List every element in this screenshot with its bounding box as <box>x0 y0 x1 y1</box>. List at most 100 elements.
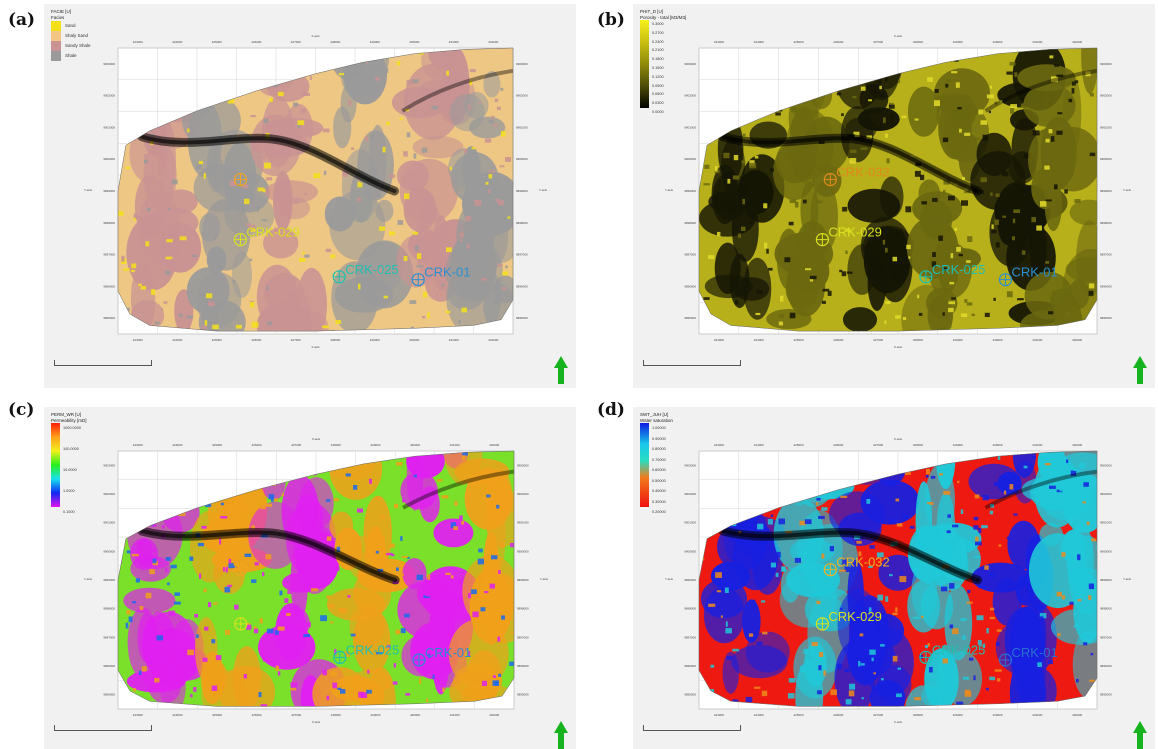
well-marker-crk-032[interactable]: CRK-032 <box>823 555 890 577</box>
well-marker-crk-025[interactable]: CRK-025 <box>919 642 986 664</box>
well-marker-crk-032[interactable]: CRK-032 <box>823 165 890 187</box>
y-tick-label-right: 9899000 <box>516 189 528 193</box>
y-tick-label-left: 9900000 <box>103 157 115 161</box>
y-tick-label-left: 9903000 <box>103 463 115 467</box>
legend-title: PHIT_D [U] Porosity - total [M3/M3] <box>640 9 686 20</box>
y-tick-label-right: 9895000 <box>1100 316 1112 320</box>
x-tick-label-bottom: 429000 <box>370 713 380 717</box>
y-tick-label-right: 9895000 <box>1100 693 1112 697</box>
y-tick-label-left: 9898000 <box>684 221 696 225</box>
y-tick-label-right: 9899000 <box>1100 578 1112 582</box>
x-axis-title-top: X-axis <box>311 34 320 38</box>
well-marker-crk-032[interactable] <box>234 563 248 577</box>
panel-label-d: (d) <box>597 400 625 420</box>
well-marker-crk-025[interactable]: CRK-025 <box>919 262 986 284</box>
scale-bar <box>643 360 741 366</box>
x-tick-label-bottom: 428000 <box>331 713 341 717</box>
y-tick-label-left: 9896000 <box>103 284 115 288</box>
well-marker-crk-01[interactable]: CRK-01 <box>412 645 471 667</box>
x-tick-label-bottom: 432000 <box>1072 338 1082 342</box>
ramp-value: 0.3000 <box>652 22 664 26</box>
y-axis-title-right: Y-axis <box>539 188 548 192</box>
well-label: CRK-029 <box>246 225 299 240</box>
x-tick-label-bottom: 432000 <box>489 713 499 717</box>
x-tick-label-bottom: 425000 <box>793 713 803 717</box>
x-tick-label-bottom: 427000 <box>291 338 301 342</box>
ramp-value: 0.30000 <box>652 499 666 504</box>
porosity-color-ramp <box>640 20 649 108</box>
y-tick-label-right: 9897000 <box>516 253 528 257</box>
well-marker-crk-025[interactable]: CRK-025 <box>332 262 399 284</box>
x-tick-label-top: 432000 <box>1072 443 1082 447</box>
x-tick-label-top: 424000 <box>754 40 764 44</box>
ramp-value: 0.0900 <box>652 83 664 88</box>
x-tick-label-bottom: 430000 <box>409 338 419 342</box>
y-tick-label-left: 9902000 <box>103 492 115 496</box>
y-tick-label-left: 9895000 <box>684 316 696 320</box>
y-tick-label-right: 9897000 <box>1100 253 1112 257</box>
well-marker-crk-029[interactable] <box>234 617 248 631</box>
y-tick-label-right: 9901000 <box>517 521 529 525</box>
y-tick-label-right: 9902000 <box>516 94 528 98</box>
x-tick-label-top: 429000 <box>370 40 380 44</box>
y-tick-label-left: 9898000 <box>103 221 115 225</box>
ramp-value: 0.0300 <box>652 101 664 106</box>
y-tick-label-left: 9899000 <box>684 189 696 193</box>
x-axis-title-top: X-axis <box>312 437 321 441</box>
ramp-value: 0.20000 <box>652 510 666 514</box>
x-tick-label-top: 425000 <box>212 40 222 44</box>
y-tick-label-left: 9896000 <box>103 664 115 668</box>
y-tick-label-right: 9902000 <box>1100 492 1112 496</box>
y-tick-label-left: 9895000 <box>684 693 696 697</box>
x-tick-label-top: 427000 <box>291 40 301 44</box>
y-tick-label-left: 9896000 <box>684 284 696 288</box>
x-tick-label-bottom: 431000 <box>449 338 459 342</box>
y-tick-label-right: 9896000 <box>1100 284 1112 288</box>
well-label: CRK-029 <box>828 609 881 624</box>
x-tick-label-bottom: 423000 <box>714 338 724 342</box>
scale-bar <box>54 725 152 731</box>
well-marker-crk-029[interactable]: CRK-029 <box>815 225 882 247</box>
x-tick-label-bottom: 424000 <box>754 713 764 717</box>
x-tick-label-top: 429000 <box>953 40 963 44</box>
x-axis-title-bottom: X-axis <box>311 345 320 349</box>
ramp-value: 0.0600 <box>652 92 664 97</box>
well-marker-crk-01[interactable]: CRK-01 <box>411 265 470 287</box>
well-marker-crk-01[interactable]: CRK-01 <box>998 645 1058 667</box>
x-tick-label-bottom: 424000 <box>754 338 764 342</box>
map-panel-water-saturation: 423000 423000 424000 424000 425000 425000 4260… <box>633 407 1155 749</box>
x-tick-label-top: 430000 <box>992 40 1002 44</box>
ramp-labels: 0.3000 0.2700 0.2400 0.2100 0.1800 0.150… <box>652 20 664 114</box>
x-tick-label-top: 427000 <box>873 443 883 447</box>
y-tick-label-right: 9898000 <box>516 221 528 225</box>
y-tick-label-right: 9903000 <box>516 62 528 66</box>
y-axis-title-right: Y-axis <box>1123 577 1132 581</box>
ramp-value: 0.70000 <box>652 457 666 462</box>
ramp-value: 0.1000 <box>63 510 75 514</box>
y-tick-label-right: 9897000 <box>517 635 529 639</box>
y-tick-label-right: 9897000 <box>1100 635 1112 639</box>
y-tick-label-left: 9895000 <box>103 316 115 320</box>
scale-bar <box>643 725 741 731</box>
well-marker-crk-029[interactable]: CRK-029 <box>233 225 300 247</box>
well-marker-crk-029[interactable]: CRK-029 <box>815 609 882 631</box>
x-axis-title-top: X-axis <box>894 34 903 38</box>
x-tick-label-bottom: 424000 <box>172 713 182 717</box>
y-tick-label-left: 9900000 <box>684 157 696 161</box>
well-marker-crk-032[interactable] <box>233 173 247 187</box>
well-label: CRK-01 <box>425 645 471 660</box>
x-tick-label-top: 431000 <box>1032 40 1042 44</box>
well-marker-crk-025[interactable]: CRK-025 <box>333 642 400 664</box>
y-tick-label-right: 9900000 <box>1100 157 1112 161</box>
x-tick-label-bottom: 424000 <box>172 338 182 342</box>
ramp-value: 0.1800 <box>652 57 664 62</box>
x-tick-label-bottom: 428000 <box>913 713 923 717</box>
y-tick-label-left: 9900000 <box>103 549 115 553</box>
x-tick-label-top: 428000 <box>331 443 341 447</box>
well-label: CRK-025 <box>345 262 398 277</box>
ramp-value: 1.0000 <box>63 489 75 493</box>
well-marker-crk-01[interactable]: CRK-01 <box>998 265 1058 287</box>
x-axis-title-bottom: X-axis <box>894 345 903 349</box>
x-tick-label-top: 430000 <box>992 443 1002 447</box>
ramp-labels: 1000.0000 100.0000 10.0000 1.0000 0.1000 <box>63 423 81 514</box>
